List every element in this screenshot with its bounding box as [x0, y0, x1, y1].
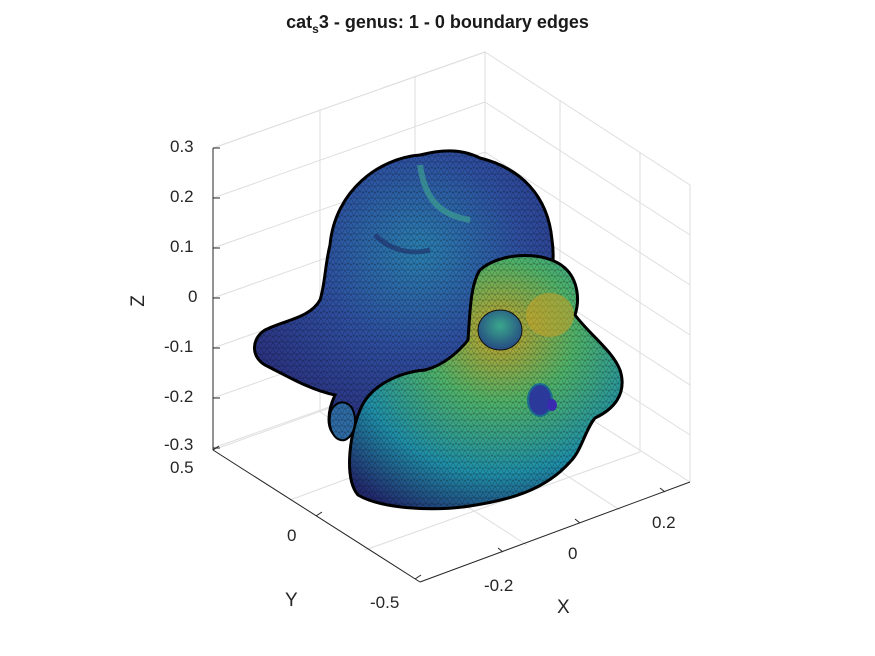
y-tick-label: 0.5	[170, 458, 194, 477]
z-tick-label: 0	[188, 287, 198, 306]
z-tick-label: -0.1	[164, 337, 194, 356]
z-tick-label: 0.1	[170, 237, 194, 256]
x-tick-label: 0	[568, 544, 578, 563]
y-tick-label: -0.5	[370, 593, 400, 612]
x-tick-label: -0.2	[484, 576, 514, 595]
z-axis-label: Z	[127, 295, 149, 307]
z-tick-label: -0.2	[164, 387, 194, 406]
x-tick-label: 0.2	[652, 513, 676, 532]
z-tick-label: 0.3	[170, 137, 194, 156]
z-tick-label: 0.2	[170, 187, 194, 206]
chart-title: cats3 - genus: 1 - 0 boundary edges	[286, 12, 589, 36]
axis-lines	[212, 147, 691, 583]
mesh-paw	[328, 401, 357, 442]
x-axis-label: X	[557, 597, 570, 618]
z-tick-label: -0.3	[164, 435, 194, 454]
y-tick-label: 0	[287, 526, 297, 545]
mesh-head	[348, 254, 624, 511]
y-axis-label: Y	[285, 590, 298, 611]
